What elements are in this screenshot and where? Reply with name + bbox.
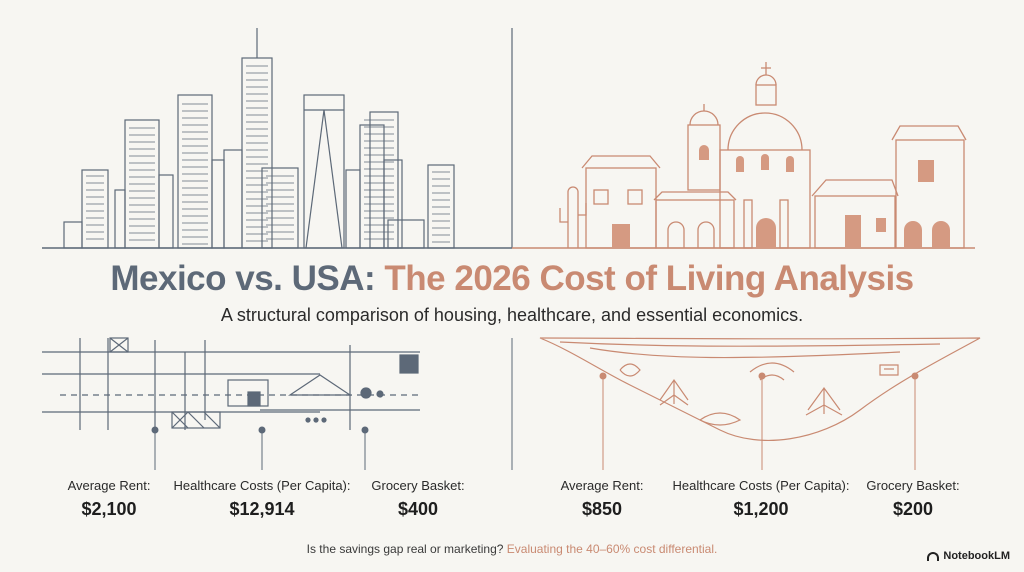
mexico-rent-value: $850 [581,499,623,519]
usa-healthcare-label: Healthcare Costs (Per Capita): [173,478,351,493]
page-title: Mexico vs. USA: The 2026 Cost of Living … [0,259,1024,299]
usa-skyline-illustration [42,28,512,249]
usa-healthcare-stat: Healthcare Costs (Per Capita): $12,914 [162,478,362,520]
notebooklm-logo-icon [927,551,940,561]
mexico-colonial-illustration [512,62,975,249]
mexico-rent-label: Average Rent: [560,478,644,493]
brand-name: NotebookLM [943,550,1010,562]
title-usa-part: Mexico vs. USA: [110,259,376,298]
usa-grocery-stat: Grocery Basket: $400 [318,478,518,520]
mexico-healthcare-value: $1,200 [733,499,789,519]
usa-grid-pattern [42,337,420,430]
mexico-grocery-label: Grocery Basket: [866,478,960,493]
title-mexico-part: The 2026 Cost of Living Analysis [384,259,914,298]
mexico-healthcare-label: Healthcare Costs (Per Capita): [672,478,850,493]
mexico-grocery-value: $200 [892,499,934,519]
usa-grocery-value: $400 [397,499,439,519]
mexico-grocery-stat: Grocery Basket: $200 [813,478,1013,520]
usa-rent-stat: Average Rent: $2,100 [9,478,209,520]
usa-rent-value: $2,100 [81,499,137,519]
footer-highlight: Evaluating the 40–60% cost differential. [506,542,718,556]
mexico-healthcare-stat: Healthcare Costs (Per Capita): $1,200 [661,478,861,520]
usa-rent-label: Average Rent: [67,478,151,493]
footer-question: Is the savings gap real or marketing? [306,542,504,556]
brand-watermark: NotebookLM [927,550,1010,562]
usa-grocery-label: Grocery Basket: [371,478,465,493]
mexico-rent-stat: Average Rent: $850 [502,478,702,520]
usa-healthcare-value: $12,914 [229,499,295,519]
footer-caption: Is the savings gap real or marketing? Ev… [0,542,1024,556]
page-subtitle: A structural comparison of housing, heal… [220,305,804,325]
mexico-folk-pattern [539,337,981,441]
